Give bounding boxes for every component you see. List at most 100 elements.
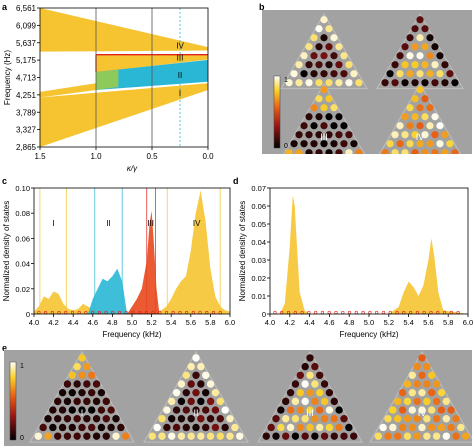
y-axis-label: Frequency (Hz) [3,50,12,105]
lattice-site [216,415,224,423]
lattice-site [447,423,455,432]
lattice-site [389,406,397,414]
lattice-site [153,423,161,432]
lattice-site [418,354,426,362]
lattice-site [290,70,298,78]
lattice-site [350,432,358,440]
lattice-site [418,423,426,432]
lattice-site [49,423,57,432]
colorbar-min: 0 [20,435,24,442]
lattice-site [78,371,86,380]
lattice-site [73,380,81,388]
lattice-site [216,432,224,440]
region-label: III [147,219,154,228]
lattice-site [296,423,304,432]
lattice-site [394,415,402,423]
lattice-site [286,406,295,414]
lattice-site [411,149,419,154]
region-label: IV [193,219,201,228]
lattice-site [416,34,424,42]
lattice-site [416,122,424,130]
x-tick-label: 4.6 [324,318,334,327]
lattice-site [416,140,424,148]
lattice-site [330,140,338,148]
lattice-site [182,388,190,397]
lattice-site [432,397,441,406]
lattice-site [441,149,449,154]
x-tick-label: 5.4 [166,318,176,327]
lattice-site [78,423,86,432]
colorbar [273,75,281,149]
x-tick-label: 4.0 [29,318,39,327]
lattice-site [421,113,429,121]
lattice-site [226,432,234,440]
lattice-site [92,380,101,388]
panel-b-triangles: III IV 1 0 [262,10,472,154]
lattice-site [442,415,450,423]
lattice-site [320,86,328,94]
lattice-site [88,423,96,432]
band-label: II [178,71,182,80]
lattice-site [296,371,304,380]
lattice-site [391,131,399,139]
lattice-site [112,415,120,423]
lattice-site [117,423,125,432]
lattice-site [172,423,181,432]
lattice-site [49,406,57,414]
y-tick-label: 6,099 [16,21,37,30]
lattice-site [310,52,318,60]
eigenmode-marker [327,310,331,315]
lattice-site [330,52,338,60]
lattice-site [320,52,328,60]
lattice-site [148,432,156,440]
lattice-site [406,104,414,112]
lattice-site [335,61,343,69]
lattice-site [73,432,81,440]
lattice-site [416,104,424,112]
lattice-site [68,423,76,432]
lattice-site [291,397,300,406]
lattice-site [286,423,295,432]
lattice-site [398,388,407,397]
lattice-site [421,25,429,33]
lattice-site [428,371,436,380]
lattice-site [446,70,454,78]
lattice-site [320,380,329,388]
lattice-site [163,423,171,432]
lattice-site [300,140,308,148]
lattice-site [300,52,308,60]
lattice-site [301,362,309,371]
lattice-site [282,432,290,440]
y-tick-label: 0.05 [251,220,266,229]
density-area [127,210,160,314]
lattice-site [411,43,419,51]
lattice-site [389,423,397,432]
lattice-site [177,397,186,406]
lattice-site [325,388,334,397]
lattice-site [411,131,419,139]
lattice-site [325,61,333,69]
lattice-site [197,432,205,440]
lattice-site [192,371,200,380]
y-tick-label: 0.04 [251,238,266,247]
eigenmode-marker [361,310,365,315]
lattice-site [426,52,434,60]
lattice-site [391,61,399,69]
panel-label-a: a [2,2,8,12]
lattice-site [92,397,101,406]
y-tick-label: 0.02 [15,285,30,294]
lattice-site [355,149,363,154]
x-tick-label: 4.2 [285,318,295,327]
lattice-site [426,34,434,42]
lattice-site [58,406,67,414]
lattice-site [305,43,313,51]
lattice-site [202,406,210,414]
lattice-site [316,371,324,380]
triangle-label: III [306,408,314,418]
lattice-site [426,140,434,148]
triangle-outline [378,82,462,154]
band-label: I [179,89,181,98]
lattice-site [391,79,399,87]
band-ii-overlap [96,69,119,91]
lattice-site [423,362,431,371]
